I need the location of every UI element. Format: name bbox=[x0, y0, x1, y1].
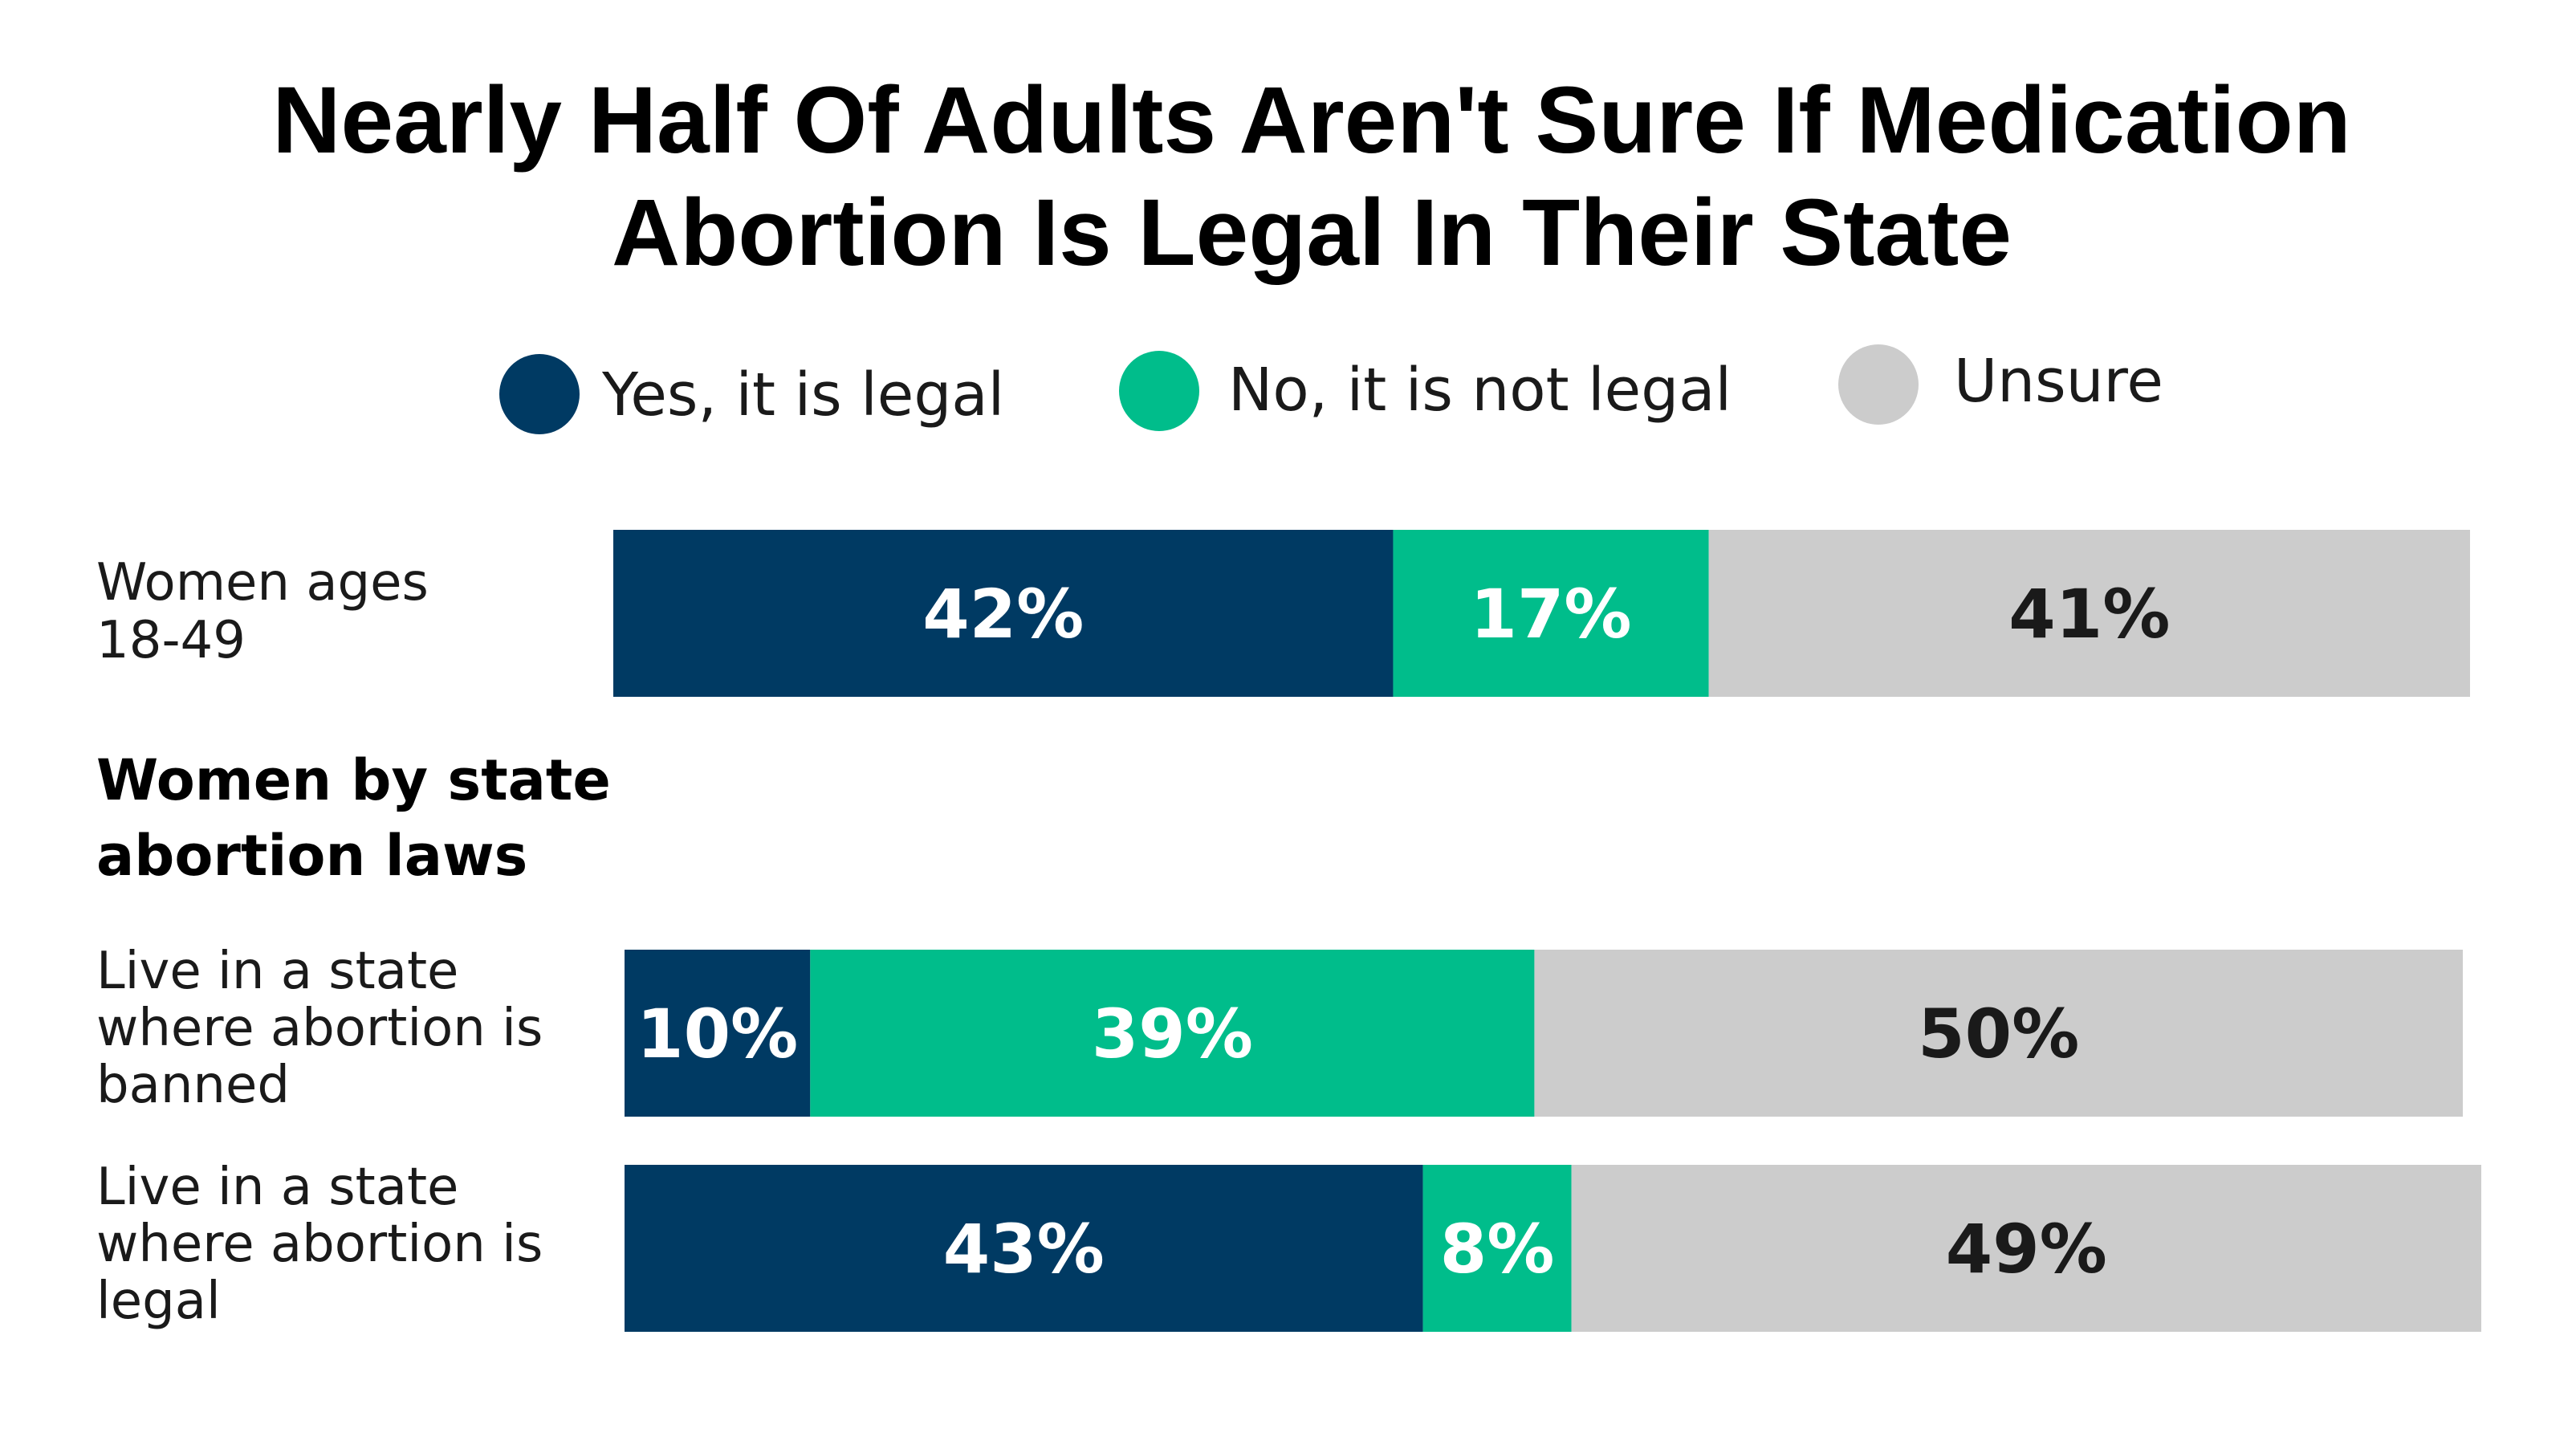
chart-title-line: Nearly Half Of Adults Aren't Sure If Med… bbox=[272, 67, 2351, 173]
data-label: 50% bbox=[1918, 995, 2079, 1073]
legend-swatch bbox=[1838, 344, 1919, 425]
bar-segment bbox=[625, 1165, 1423, 1332]
data-label: 39% bbox=[1092, 995, 1253, 1073]
bar-segment bbox=[1393, 530, 1709, 697]
row-label: where abortion is bbox=[96, 999, 543, 1058]
bar-segment bbox=[1708, 530, 2470, 697]
data-label: 10% bbox=[637, 995, 798, 1073]
legend-swatch bbox=[1119, 351, 1199, 431]
data-label: 43% bbox=[943, 1210, 1105, 1288]
data-label: 42% bbox=[922, 575, 1084, 653]
legend-item-label: Unsure bbox=[1954, 347, 2163, 416]
chart-title-line: Abortion Is Legal In Their State bbox=[612, 180, 2012, 286]
row-label: banned bbox=[96, 1056, 290, 1115]
row-label: 18-49 bbox=[96, 611, 246, 670]
group-heading: abortion laws bbox=[96, 823, 527, 889]
bar-segment bbox=[810, 950, 1535, 1117]
group-heading: Women by state bbox=[96, 747, 611, 813]
chart-title: Nearly Half Of Adults Aren't Sure If Med… bbox=[272, 67, 2351, 286]
row-label: Women ages bbox=[96, 553, 429, 613]
chart-legend: Yes, it is legal No, it is not legal Unsur… bbox=[499, 344, 2163, 434]
data-label: 17% bbox=[1471, 575, 1632, 653]
row-label: Live in a state bbox=[96, 1158, 458, 1217]
row-label: legal bbox=[96, 1272, 221, 1331]
bar-segment bbox=[1571, 1165, 2481, 1332]
data-label: 49% bbox=[1946, 1210, 2107, 1288]
bar-segment bbox=[1534, 950, 2463, 1117]
data-label: 8% bbox=[1440, 1210, 1555, 1288]
bars: 42% 17% 41% 10% 39% 50% 43% 8% 49% bbox=[613, 530, 2481, 1332]
bar-segment bbox=[613, 530, 1394, 697]
data-label: 41% bbox=[2008, 575, 2170, 653]
legend-item-label: Yes, it is legal bbox=[601, 360, 1004, 429]
bar-segment bbox=[625, 950, 811, 1117]
row-label: Live in a state bbox=[96, 942, 458, 1001]
bar-segment bbox=[1422, 1165, 1572, 1332]
legend-item-label: No, it is not legal bbox=[1228, 356, 1732, 425]
row-label: where abortion is bbox=[96, 1215, 543, 1274]
legend-swatch bbox=[499, 354, 580, 434]
